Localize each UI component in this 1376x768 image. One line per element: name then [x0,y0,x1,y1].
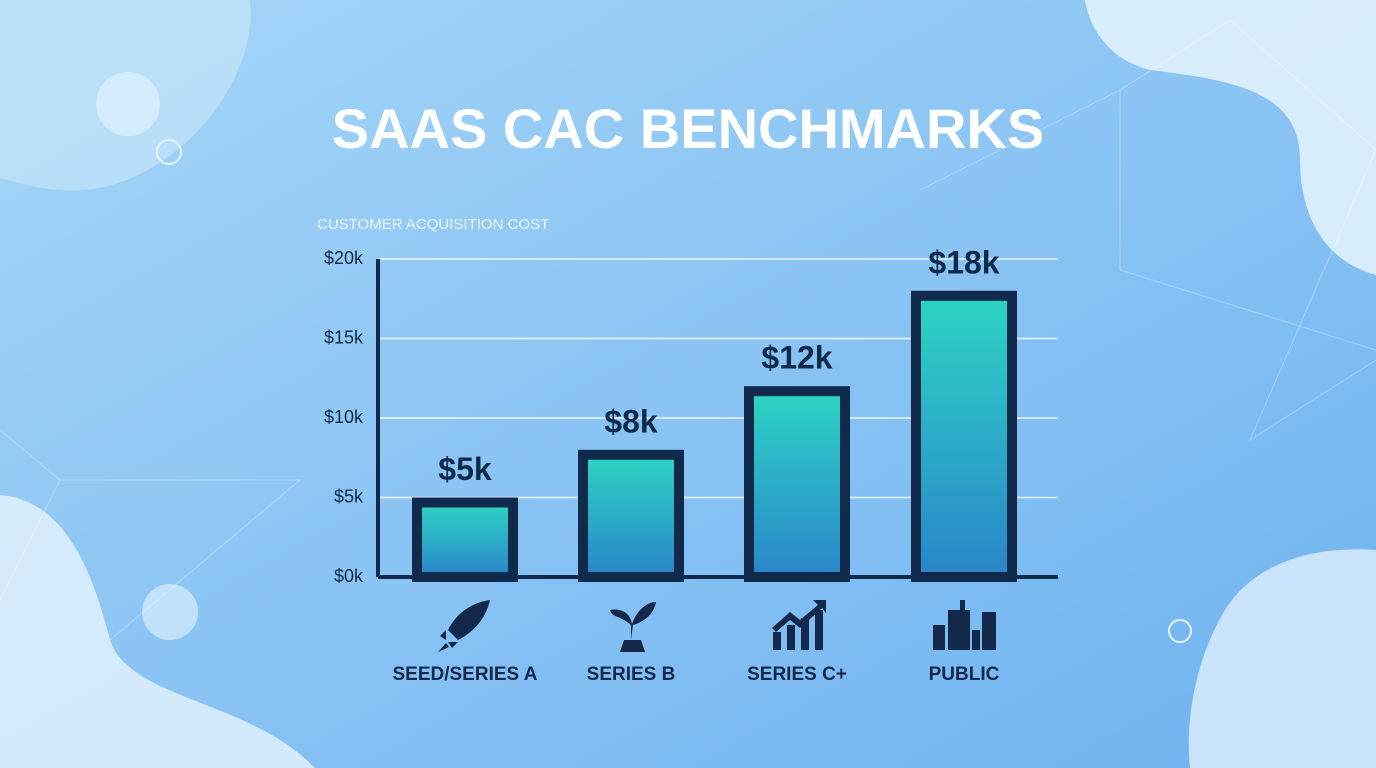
x-tick-label: SERIES C+ [747,664,847,685]
ring [1168,619,1192,643]
x-tick-label: SERIES B [587,664,676,685]
bubble [96,72,160,136]
bar [911,290,1017,582]
ring [156,139,182,165]
blob [0,495,315,768]
buildings-icon [933,600,996,650]
blob [1085,0,1376,275]
value-label: $18k [928,244,999,280]
growth-icon [772,600,826,650]
bar [744,386,850,583]
y-tick-label: $10k [324,407,364,427]
bar [412,497,518,582]
y-tick-label: $5k [334,486,364,506]
value-label: $8k [604,403,658,439]
sprout-icon [610,602,656,652]
y-tick-label: $15k [324,327,364,347]
rocket-icon [438,600,490,652]
y-tick-label: $20k [324,248,364,268]
value-label: $12k [761,340,832,376]
x-tick-label: SEED/SERIES A [392,664,537,685]
bar [578,449,684,582]
y-axis-label: CUSTOMER ACQUISITION COST [317,216,549,233]
network-lines [0,19,1376,641]
chart-title: SAAS CAC BENCHMARKS [332,97,1044,160]
y-tick-label: $0k [334,566,364,586]
blob [1188,549,1376,768]
value-label: $5k [438,451,492,487]
x-tick-label: PUBLIC [929,664,1000,685]
bubble [142,584,198,640]
category-icons [438,600,996,652]
